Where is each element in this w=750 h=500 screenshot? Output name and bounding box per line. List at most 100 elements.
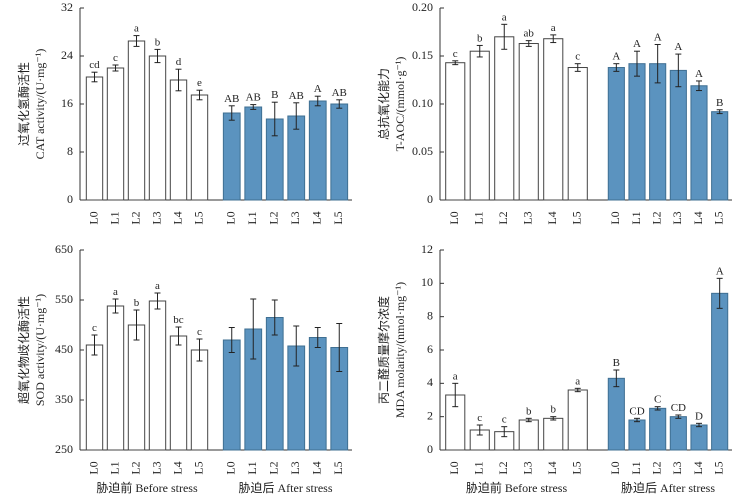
y-tick-label: 650 bbox=[55, 242, 73, 256]
significance-letter: c bbox=[113, 52, 118, 64]
bar bbox=[711, 292, 729, 451]
chart-panel-3: 250 350 450 550 650 超氧化物歧化酶活性 SOD activity/(U·… bbox=[16, 242, 352, 495]
x-tick-label: L4 bbox=[310, 461, 324, 474]
x-tick-label: L5 bbox=[191, 461, 205, 474]
bar bbox=[628, 419, 646, 451]
y-axis-label-cn: 丙二醛质量摩尔浓度 bbox=[376, 296, 391, 404]
x-tick-label: L5 bbox=[331, 461, 345, 474]
x-tick-label: L2 bbox=[496, 211, 510, 224]
significance-letter: cd bbox=[89, 59, 100, 71]
x-tick-label: L4 bbox=[170, 461, 184, 474]
significance-letter: d bbox=[176, 56, 182, 68]
x-tick-label: L1 bbox=[107, 211, 121, 224]
y-tick-label: 0 bbox=[67, 192, 73, 206]
significance-letter: B bbox=[613, 357, 620, 369]
x-tick-label: L3 bbox=[288, 461, 302, 474]
significance-letter: B bbox=[716, 97, 723, 109]
significance-letter: A bbox=[674, 41, 682, 53]
x-tick-label: L0 bbox=[608, 211, 622, 224]
bar bbox=[543, 38, 564, 201]
significance-letter: CD bbox=[629, 405, 644, 417]
bar bbox=[169, 79, 188, 201]
x-tick-label: L2 bbox=[496, 461, 510, 474]
bar bbox=[494, 36, 515, 201]
y-axis-label-cn: 超氧化物歧化酶活性 bbox=[16, 296, 31, 404]
significance-letter: A bbox=[716, 265, 724, 277]
y-tick-label: 0.10 bbox=[412, 96, 433, 110]
bar bbox=[244, 106, 263, 201]
bar bbox=[106, 67, 125, 201]
group-label: 胁迫前 Before stress bbox=[96, 480, 198, 495]
y-axis-label-cn: 总抗氧化能力 bbox=[376, 68, 391, 140]
x-tick-label: L0 bbox=[224, 461, 238, 474]
bar bbox=[308, 100, 327, 201]
x-tick-label: L5 bbox=[711, 461, 725, 474]
bar bbox=[148, 55, 167, 201]
bar bbox=[669, 69, 687, 201]
significance-letter: a bbox=[134, 23, 139, 35]
significance-letter: A bbox=[633, 38, 641, 50]
x-tick-label: L4 bbox=[691, 461, 705, 474]
chart-panel-4: 0 2 4 6 8 10 12 丙二醛质量摩尔浓度 MDA molarity/(nmol·mg⁻… bbox=[376, 242, 732, 495]
significance-letter: AB bbox=[289, 90, 304, 102]
significance-letter: A bbox=[654, 31, 662, 43]
bar bbox=[308, 337, 327, 451]
significance-letter: b bbox=[155, 36, 161, 48]
y-tick-label: 550 bbox=[55, 292, 73, 306]
bar bbox=[628, 63, 646, 201]
y-tick-label: 2 bbox=[427, 408, 433, 422]
group-label: 胁迫前 Before stress bbox=[466, 480, 568, 495]
significance-letter: b bbox=[526, 405, 532, 417]
bar bbox=[169, 335, 188, 451]
y-axis-label-en: T-AOC/(mmol·g⁻¹) bbox=[393, 57, 407, 152]
y-tick-label: 350 bbox=[55, 392, 73, 406]
bar bbox=[85, 344, 104, 451]
significance-letter: B bbox=[271, 89, 278, 101]
x-tick-label: L2 bbox=[649, 211, 663, 224]
bar bbox=[127, 40, 146, 201]
x-tick-label: L5 bbox=[711, 211, 725, 224]
x-tick-label: L2 bbox=[128, 461, 142, 474]
bar bbox=[567, 389, 588, 451]
significance-letter: c bbox=[502, 414, 507, 426]
significance-letter: e bbox=[197, 77, 202, 89]
bar bbox=[690, 85, 708, 201]
x-tick-label: L0 bbox=[447, 461, 461, 474]
x-tick-label: L1 bbox=[245, 461, 259, 474]
bar bbox=[649, 63, 667, 201]
significance-letter: b bbox=[477, 32, 483, 44]
x-tick-label: L2 bbox=[267, 211, 281, 224]
x-tick-label: L3 bbox=[149, 211, 163, 224]
y-tick-label: 0.05 bbox=[412, 144, 433, 158]
significance-letter: b bbox=[134, 297, 140, 309]
significance-letter: a bbox=[155, 280, 160, 292]
y-tick-label: 32 bbox=[61, 0, 73, 14]
x-tick-label: L5 bbox=[191, 211, 205, 224]
bar bbox=[265, 317, 284, 451]
bar bbox=[669, 416, 687, 451]
y-axis-label-en: SOD activity/(U·mg⁻¹) bbox=[33, 294, 47, 406]
x-tick-label: L0 bbox=[224, 211, 238, 224]
y-tick-label: 0.20 bbox=[412, 0, 433, 14]
y-axis-label-en: CAT activity/(U·mg⁻¹) bbox=[33, 49, 47, 160]
bar bbox=[222, 112, 241, 201]
x-tick-label: L3 bbox=[670, 461, 684, 474]
x-tick-label: L1 bbox=[107, 461, 121, 474]
significance-letter: a bbox=[575, 375, 580, 387]
bar bbox=[543, 417, 564, 451]
significance-letter: CD bbox=[671, 402, 686, 414]
significance-letter: bc bbox=[173, 314, 184, 326]
bar bbox=[106, 305, 125, 451]
x-tick-label: L3 bbox=[288, 211, 302, 224]
y-tick-label: 4 bbox=[427, 375, 433, 389]
y-tick-label: 8 bbox=[67, 144, 73, 158]
bar bbox=[518, 43, 539, 201]
bar bbox=[469, 50, 490, 201]
x-tick-label: L1 bbox=[629, 211, 643, 224]
group-label: 胁迫后 After stress bbox=[621, 480, 715, 495]
x-tick-label: L3 bbox=[521, 461, 535, 474]
bar bbox=[607, 377, 625, 451]
y-tick-label: 450 bbox=[55, 342, 73, 356]
